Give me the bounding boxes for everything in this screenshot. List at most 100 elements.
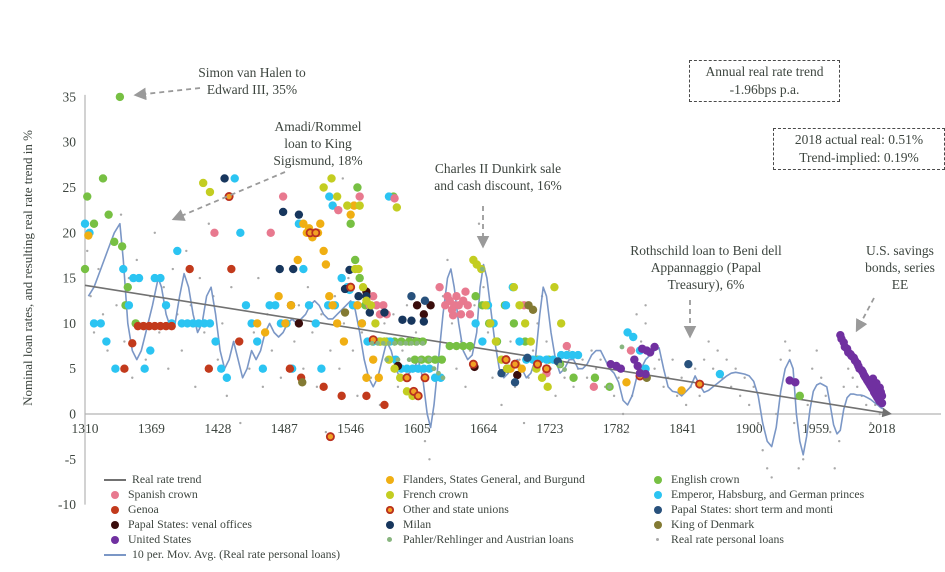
annual-trend-callout: Annual real rate trend -1.96bps p.a. <box>689 60 840 102</box>
legend-marker-icon <box>654 505 662 514</box>
scatter-point <box>362 373 371 382</box>
real-rate-personal-loan-point <box>167 367 170 370</box>
real-rate-personal-loan-point <box>639 340 643 343</box>
scatter-point <box>569 373 578 382</box>
annotation-line: Rothschild loan to Beni dell <box>630 243 782 258</box>
real-rate-personal-loan-point <box>838 439 841 443</box>
scatter-point <box>533 359 543 369</box>
real-rate-personal-loan-point <box>302 367 305 370</box>
scatter-point <box>80 264 90 274</box>
real-rate-personal-loan-point <box>725 358 728 361</box>
real-rate-personal-loan-point <box>356 394 359 398</box>
scatter-point <box>445 341 454 351</box>
real-rate-personal-loan-point <box>383 322 386 325</box>
scatter-point <box>542 355 551 364</box>
x-tick-label: 1310 <box>72 421 99 436</box>
real-rate-personal-loan-point <box>599 358 602 361</box>
scatter-point <box>304 301 314 310</box>
legend-item: 10 per. Mov. Avg. (Real rate personal lo… <box>104 547 340 562</box>
real-rate-personal-loan-point <box>333 295 337 298</box>
real-rate-personal-loan-point <box>486 331 490 334</box>
real-rate-personal-loan-point <box>252 331 256 334</box>
scatter-point <box>406 357 412 363</box>
real-rate-personal-loan-point <box>518 358 521 361</box>
real-rate-personal-loan-point <box>626 430 629 434</box>
real-rate-personal-loan-point <box>342 322 346 325</box>
scatter-point <box>294 210 304 219</box>
real-rate-personal-loan-point <box>123 340 126 343</box>
real-rate-personal-loan-point <box>450 322 454 325</box>
real-rate-personal-loan-point <box>657 358 661 361</box>
real-rate-personal-loan-point <box>770 476 773 479</box>
actual-vs-implied-callout: 2018 actual real: 0.51% Trend-implied: 0… <box>773 128 945 170</box>
scatter-point <box>340 308 350 317</box>
scatter-point <box>374 373 384 382</box>
scatter-point <box>420 373 430 383</box>
scatter-point <box>390 364 399 373</box>
real-rate-personal-loan-point <box>653 367 656 370</box>
real-rate-personal-loan-point <box>716 349 719 352</box>
real-rate-personal-loan-point <box>644 304 647 307</box>
scatter-point <box>365 308 375 317</box>
scatter-point <box>562 367 567 373</box>
real-rate-personal-loan-point <box>428 458 431 461</box>
real-rate-personal-loan-point <box>761 449 764 452</box>
real-rate-personal-loan-point <box>612 394 616 398</box>
legend-item: Real rate personal loans <box>647 532 864 547</box>
legend-marker-icon <box>654 490 662 499</box>
legend-label: Milan <box>403 517 432 531</box>
real-rate-personal-loan-point <box>783 340 787 343</box>
scatter-point <box>334 205 343 215</box>
real-rate-personal-loan-point <box>106 349 109 352</box>
scatter-point <box>311 228 321 238</box>
scatter-point <box>285 364 295 373</box>
legend-marker-icon <box>654 520 662 529</box>
scatter-point <box>465 310 475 319</box>
scatter-point <box>167 321 176 331</box>
scatter-point <box>395 373 405 382</box>
real-rate-personal-loan-point <box>756 421 760 425</box>
real-rate-personal-loan-point <box>743 376 746 379</box>
legend-marker-icon <box>386 520 394 529</box>
scatter-point <box>877 398 887 408</box>
scatter-point <box>353 183 362 192</box>
legend-label: King of Denmark <box>671 517 755 531</box>
scatter-point <box>626 346 636 355</box>
real-rate-personal-loan-point <box>707 340 710 343</box>
scatter-point <box>80 219 90 228</box>
real-rate-personal-loan-point <box>194 385 197 389</box>
scatter-point <box>456 310 466 319</box>
scatter-point <box>471 292 480 301</box>
scatter-point <box>402 387 412 396</box>
real-rate-personal-loan-point <box>644 322 647 325</box>
real-rate-personal-loan-point <box>671 358 674 361</box>
scatter-point <box>332 192 342 201</box>
scatter-point <box>227 264 236 274</box>
scatter-point <box>526 337 535 346</box>
scatter-point <box>380 308 389 317</box>
real-rate-personal-loan-point <box>590 349 593 352</box>
scatter-point <box>402 373 412 383</box>
scatter-point <box>623 328 632 337</box>
legend-column-2: Flanders, States General, and Burgund Fre… <box>379 472 585 547</box>
real-rate-personal-loan-point <box>729 385 733 389</box>
scatter-point <box>398 315 407 324</box>
real-rate-personal-loan-point <box>752 385 755 389</box>
real-rate-personal-loan-point <box>617 376 620 379</box>
x-tick-label: 1782 <box>603 421 630 436</box>
real-rate-personal-loan-point <box>500 403 503 407</box>
scatter-point <box>357 319 367 328</box>
scatter-point <box>350 255 360 265</box>
real-rate-personal-loan-point <box>97 267 100 271</box>
real-rate-personal-loan-point <box>401 349 404 352</box>
real-rate-personal-loan-point <box>248 367 251 370</box>
scatter-point <box>427 357 432 363</box>
callout-line: -1.96bps p.a. <box>729 82 800 97</box>
real-rate-personal-loan-point <box>797 467 800 470</box>
scatter-point <box>83 192 92 201</box>
scatter-point <box>557 362 563 368</box>
scatter-point <box>258 364 268 373</box>
scatter-point <box>440 375 446 381</box>
x-tick-label: 1723 <box>536 421 563 436</box>
real-rate-personal-loan-point <box>734 367 737 370</box>
